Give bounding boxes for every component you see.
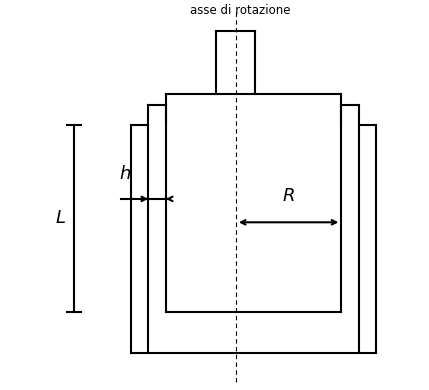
Text: h: h — [119, 165, 130, 183]
Text: R: R — [282, 187, 295, 205]
Text: asse di rotazione: asse di rotazione — [190, 4, 290, 17]
Text: L: L — [55, 209, 66, 227]
